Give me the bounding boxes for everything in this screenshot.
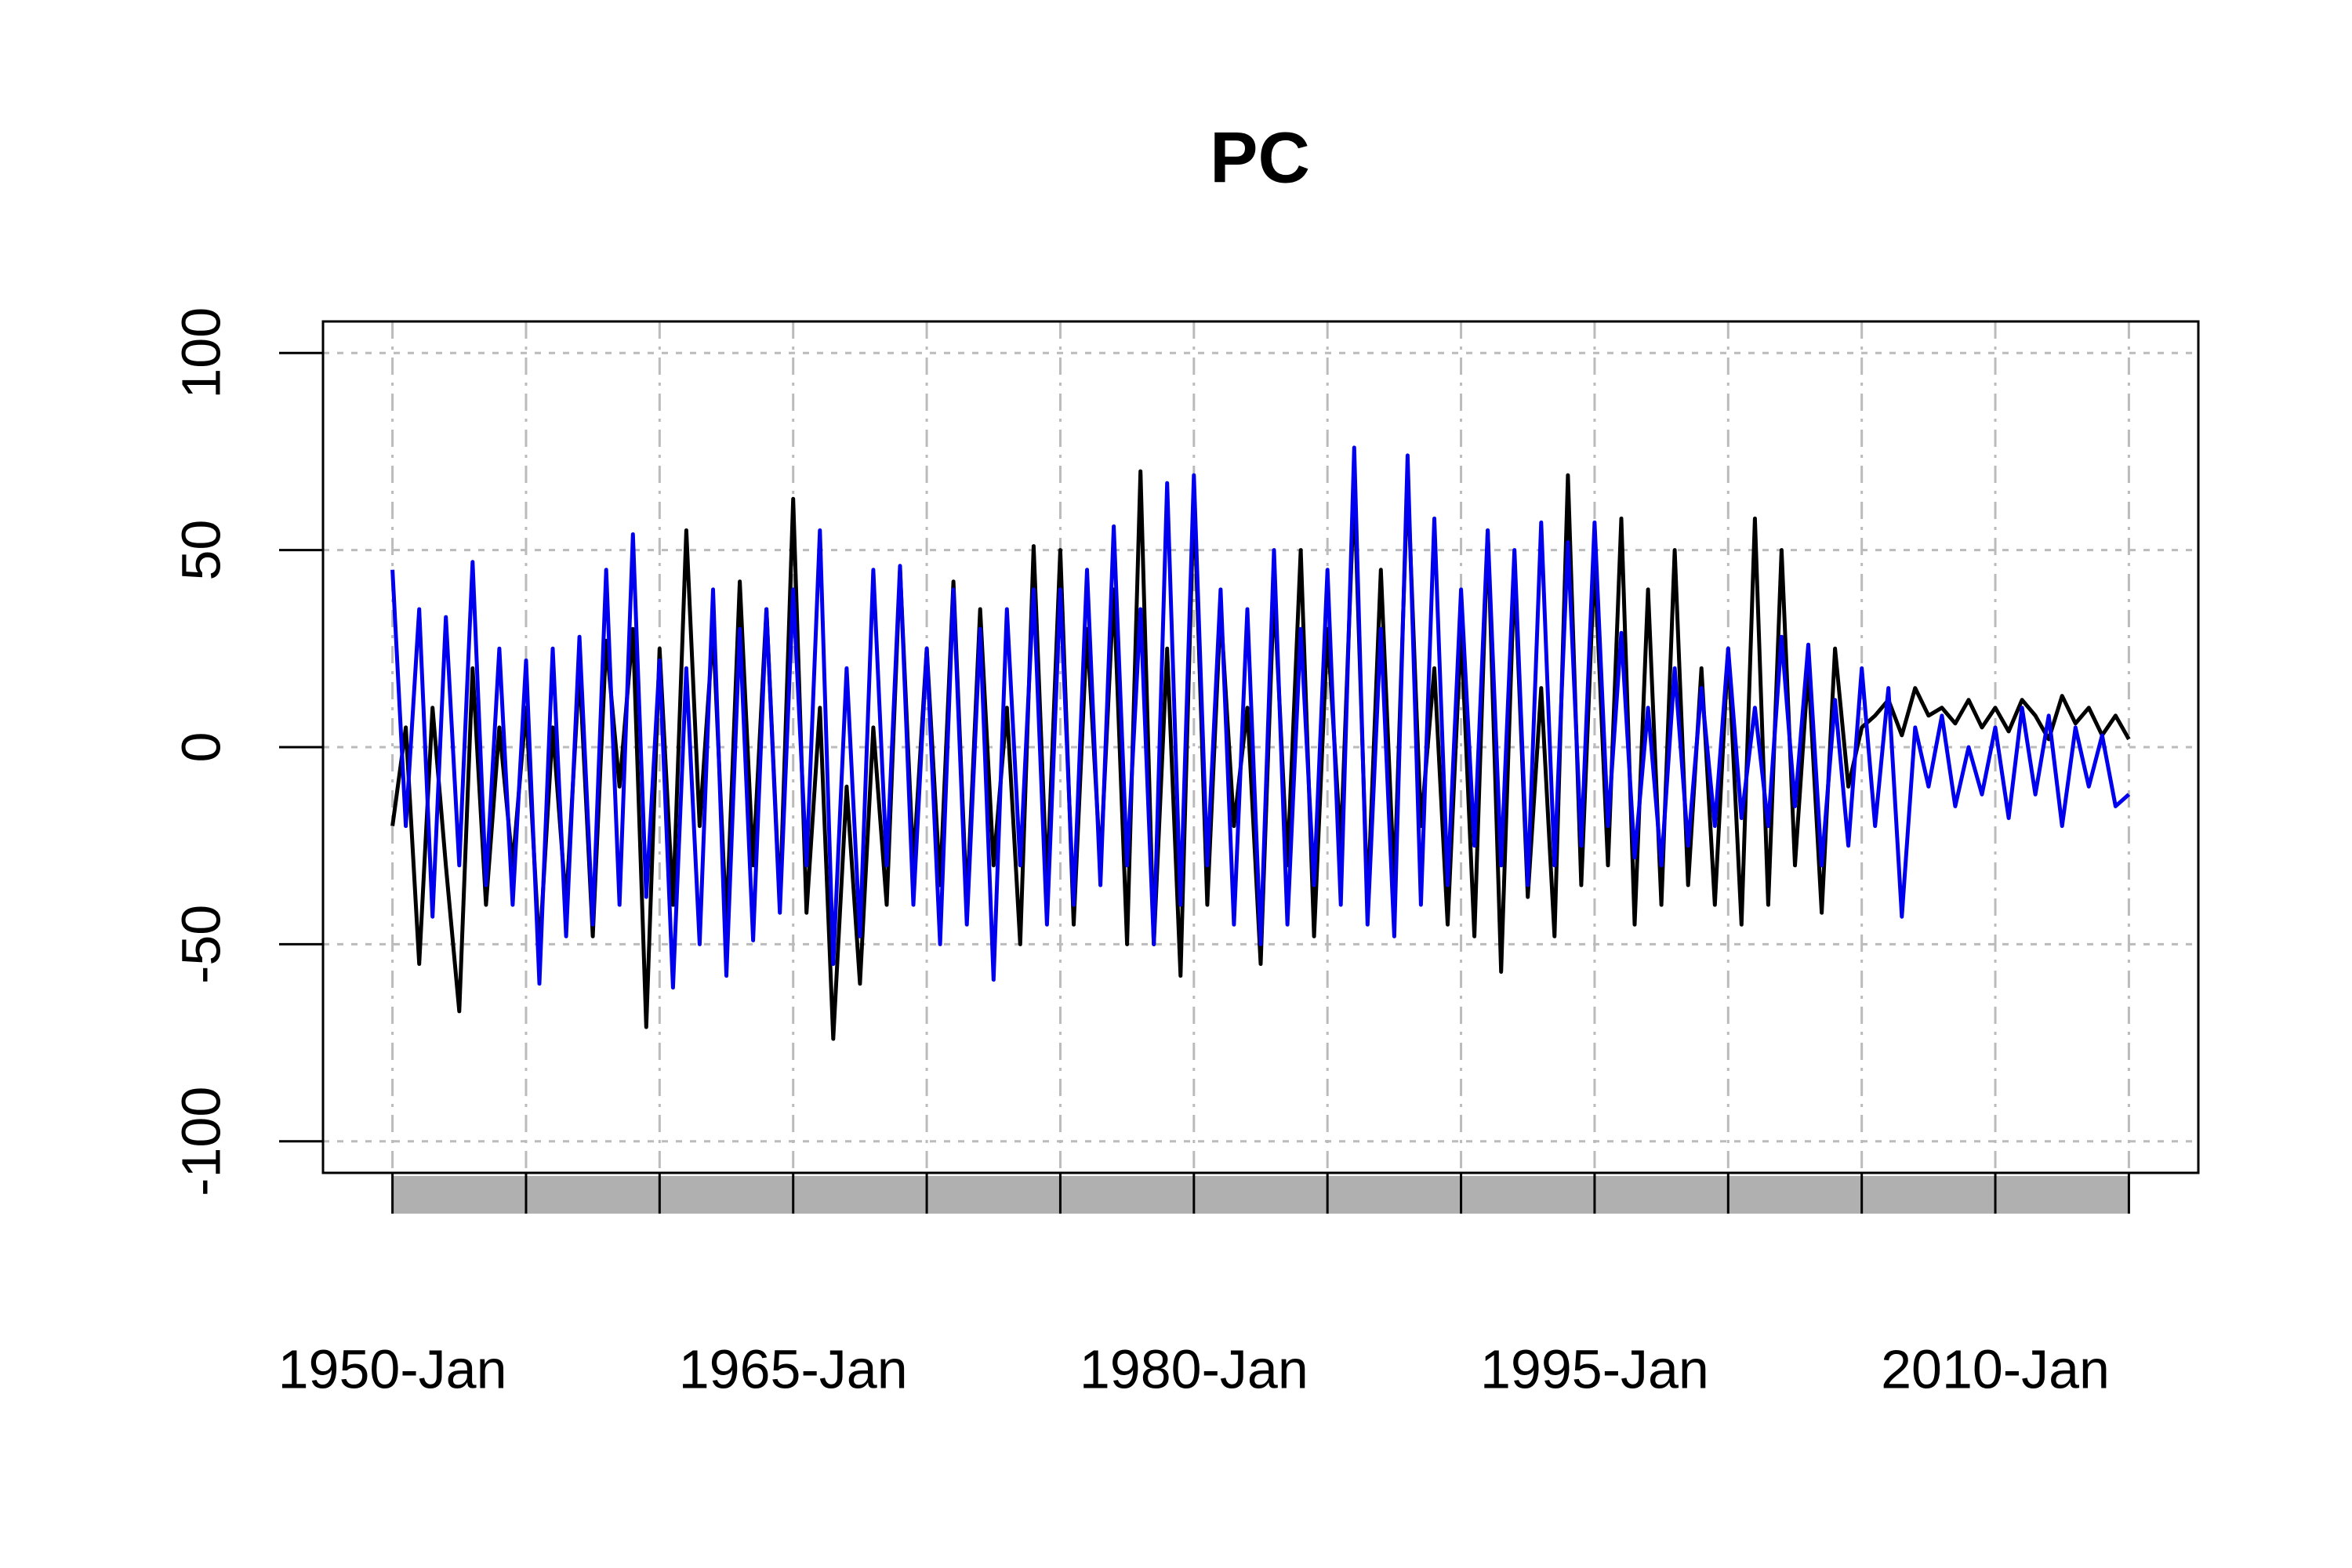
series-line: [390, 445, 2131, 990]
y-tick-label: 0: [170, 732, 231, 763]
x-tick-label: 1995-Jan: [1480, 1338, 1709, 1399]
x-tick-label: 1965-Jan: [679, 1338, 908, 1399]
plot-frame: [321, 320, 2200, 1174]
y-tick-label: -50: [170, 905, 231, 984]
y-tick-label: 50: [170, 520, 231, 581]
chart-title: PC: [1210, 118, 1310, 198]
series-line: [390, 469, 2131, 1041]
axis-band: [392, 1176, 2129, 1214]
y-tick-label: 100: [170, 307, 231, 399]
y-tick-label: -100: [170, 1087, 231, 1196]
x-tick-label: 1980-Jan: [1080, 1338, 1308, 1399]
x-tick-label: 2010-Jan: [1881, 1338, 2110, 1399]
x-tick-label: 1950-Jan: [278, 1338, 507, 1399]
